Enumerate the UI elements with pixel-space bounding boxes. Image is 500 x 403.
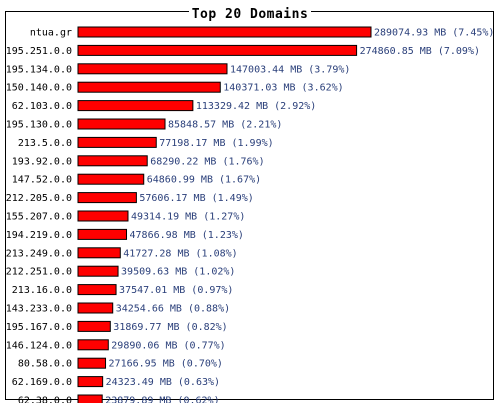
value-label: 85848.57 MB (2.21%): [168, 120, 282, 131]
value-label: 274860.85 MB (7.09%): [360, 46, 480, 57]
value-label: 23879.89 MB (0.62%): [105, 396, 219, 403]
bar: [77, 210, 129, 222]
bar: [77, 136, 157, 148]
category-label: 194.219.0.0: [6, 230, 72, 241]
category-label: 212.205.0.0: [6, 193, 72, 204]
value-label: 49314.19 MB (1.27%): [131, 212, 245, 223]
category-label: 80.58.0.0: [18, 359, 72, 370]
bar: [77, 118, 166, 130]
value-label: 34254.66 MB (0.88%): [116, 304, 230, 315]
value-label: 29890.06 MB (0.77%): [111, 340, 225, 351]
category-label: 213.249.0.0: [6, 248, 72, 259]
category-label: 213.5.0.0: [18, 138, 72, 149]
bar: [77, 81, 221, 93]
bar: [77, 320, 111, 332]
bar: [77, 44, 358, 56]
bar: [77, 247, 121, 259]
bar: [77, 339, 109, 351]
value-label: 31869.77 MB (0.82%): [113, 322, 227, 333]
category-label: 212.251.0.0: [6, 267, 72, 278]
category-label: 195.130.0.0: [6, 120, 72, 131]
category-label: ntua.gr: [30, 28, 72, 39]
bar: [77, 357, 107, 369]
bar: [77, 265, 119, 277]
value-label: 77198.17 MB (1.99%): [159, 138, 273, 149]
value-label: 68290.22 MB (1.76%): [150, 156, 264, 167]
value-label: 41727.28 MB (1.08%): [123, 248, 237, 259]
category-label: 213.16.0.0: [12, 285, 72, 296]
category-label: 195.251.0.0: [6, 46, 72, 57]
bar: [77, 63, 228, 75]
value-label: 147003.44 MB (3.79%): [230, 64, 350, 75]
category-label: 62.169.0.0: [12, 377, 72, 388]
bar: [77, 228, 128, 240]
category-label: 147.52.0.0: [12, 175, 72, 186]
category-label: 193.92.0.0: [12, 156, 72, 167]
category-label: 146.124.0.0: [6, 340, 72, 351]
category-label: 150.140.0.0: [6, 83, 72, 94]
bar: [77, 173, 145, 185]
value-label: 39509.63 MB (1.02%): [121, 267, 235, 278]
category-label: 195.134.0.0: [6, 64, 72, 75]
category-label: 155.207.0.0: [6, 212, 72, 223]
bar: [77, 192, 137, 204]
bar: [77, 26, 372, 38]
value-label: 37547.01 MB (0.97%): [119, 285, 233, 296]
bar: [77, 100, 194, 112]
value-label: 140371.03 MB (3.62%): [223, 83, 343, 94]
value-label: 47866.98 MB (1.23%): [130, 230, 244, 241]
value-label: 113329.42 MB (2.92%): [196, 101, 316, 112]
category-label: 195.167.0.0: [6, 322, 72, 333]
value-label: 289074.93 MB (7.45%): [374, 28, 494, 39]
value-label: 57606.17 MB (1.49%): [139, 193, 253, 204]
category-label: 143.233.0.0: [6, 304, 72, 315]
value-label: 64860.99 MB (1.67%): [147, 175, 261, 186]
bar: [77, 302, 114, 314]
value-label: 27166.95 MB (0.70%): [109, 359, 223, 370]
bar: [77, 394, 103, 403]
bar: [77, 284, 117, 296]
category-label: 62.103.0.0: [12, 101, 72, 112]
category-label: 62.38.0.0: [18, 396, 72, 403]
bar: [77, 376, 104, 388]
value-label: 24323.49 MB (0.63%): [106, 377, 220, 388]
bar: [77, 155, 148, 167]
